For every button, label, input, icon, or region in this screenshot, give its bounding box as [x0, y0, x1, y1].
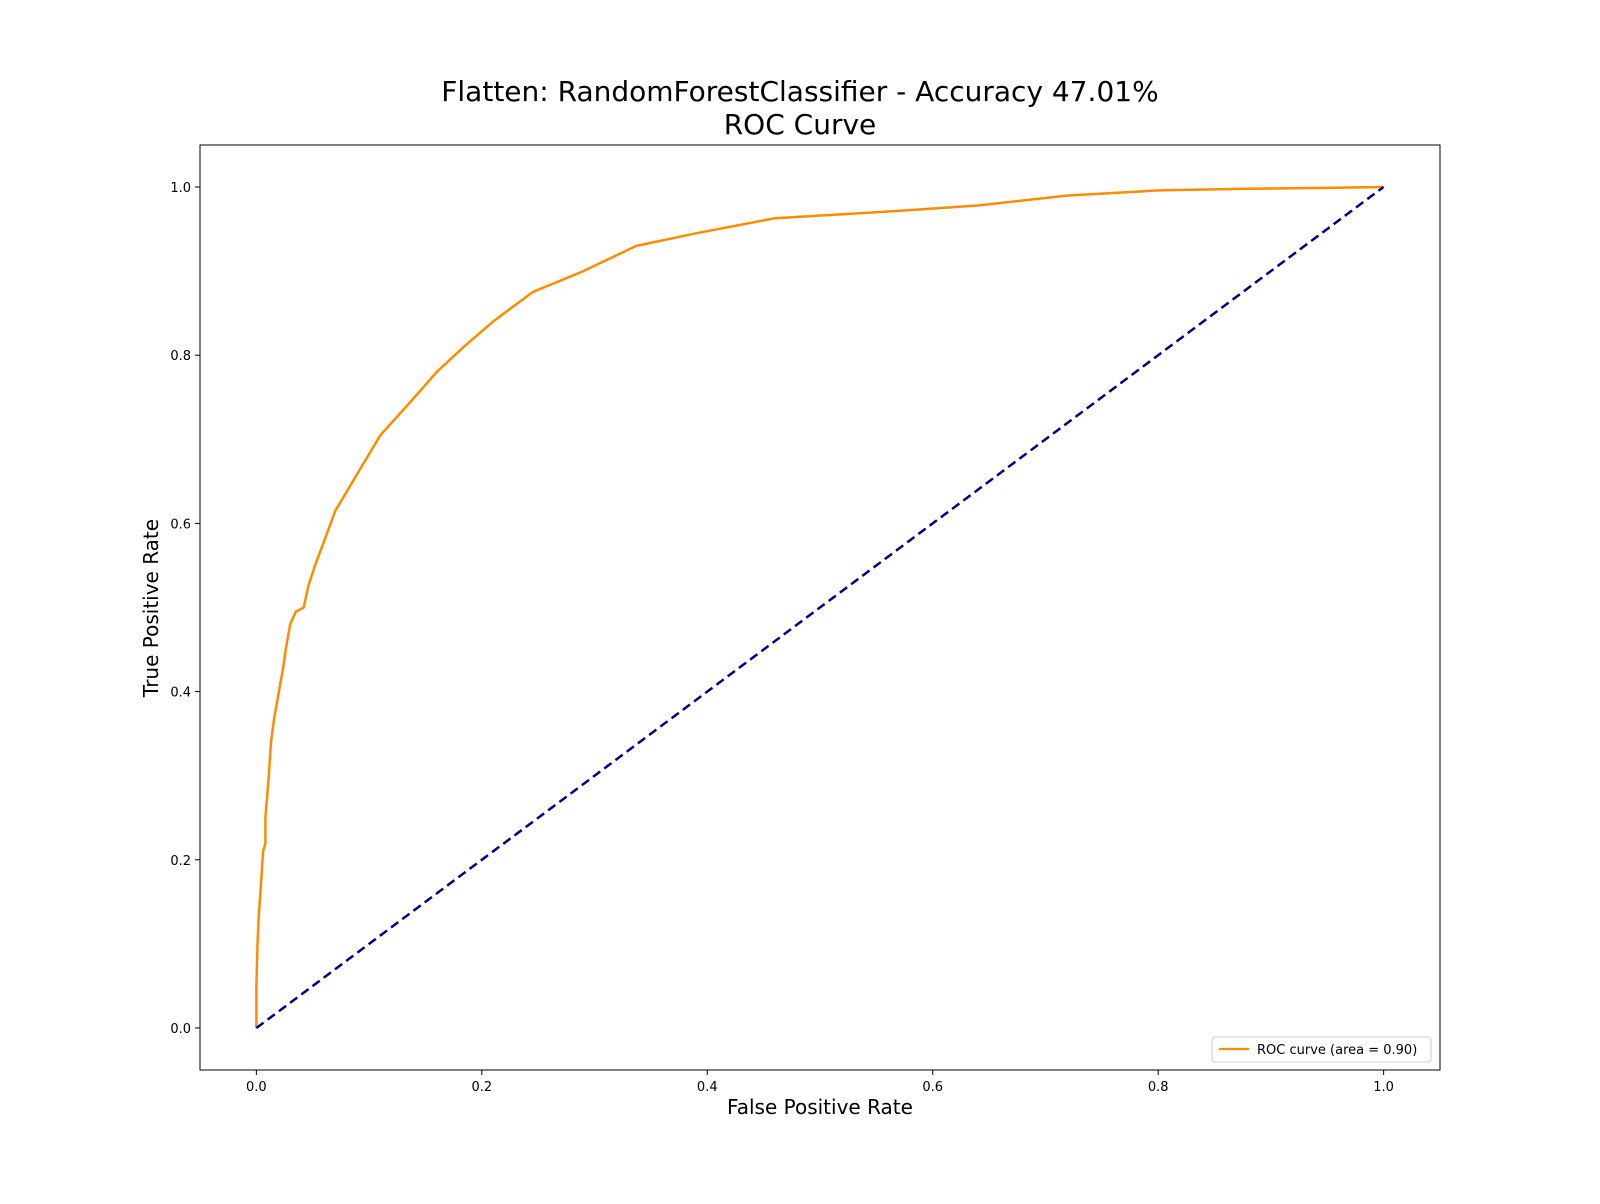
x-tick-label: 0.4 [697, 1080, 718, 1095]
x-tick-label: 0.2 [471, 1080, 492, 1095]
x-tick-label: 0.8 [1148, 1080, 1169, 1095]
chart-title-line1: Flatten: RandomForestClassifier - Accura… [441, 75, 1158, 108]
y-tick-label: 0.4 [170, 686, 191, 701]
y-axis-ticks: 0.0 0.2 0.4 0.6 0.8 1.0 [170, 181, 200, 1037]
x-axis-ticks: 0.0 0.2 0.4 0.6 0.8 1.0 [246, 1070, 1394, 1095]
x-axis-label: False Positive Rate [727, 1095, 913, 1119]
y-tick-label: 1.0 [170, 181, 191, 196]
legend: ROC curve (area = 0.90) [1211, 1036, 1432, 1063]
roc-curve-line [255, 185, 1384, 1028]
y-axis-label: True Positive Rate [139, 519, 163, 698]
y-tick-label: 0.0 [170, 1022, 191, 1037]
y-tick-label: 0.6 [170, 517, 191, 532]
x-tick-label: 0.6 [922, 1080, 943, 1095]
y-tick-label: 0.2 [170, 854, 191, 869]
legend-label-roc: ROC curve (area = 0.90) [1257, 1043, 1417, 1058]
plot-frame [199, 144, 1441, 1071]
y-tick-label: 0.8 [170, 349, 191, 364]
chart-title-line2: ROC Curve [724, 108, 877, 141]
series-layer [255, 185, 1385, 1030]
x-tick-label: 1.0 [1373, 1080, 1394, 1095]
x-tick-label: 0.0 [246, 1080, 267, 1095]
legend-box [1211, 1036, 1432, 1063]
chance-diagonal-line [255, 185, 1385, 1030]
